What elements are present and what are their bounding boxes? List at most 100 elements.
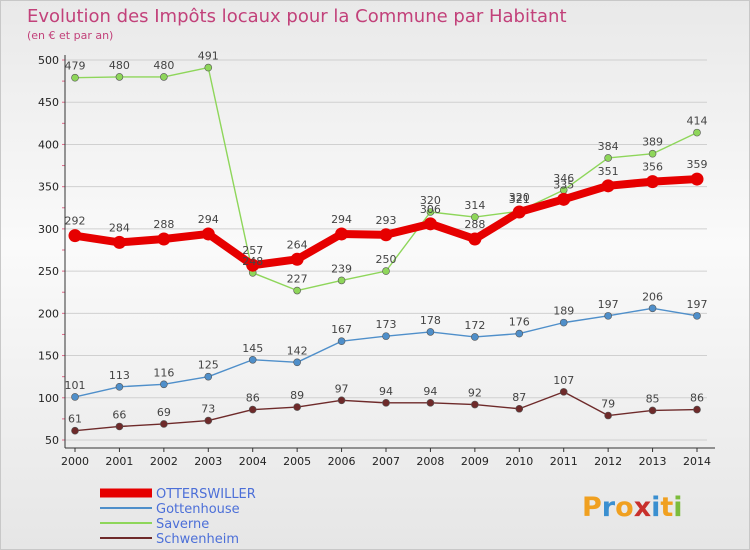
data-label: 227 — [287, 273, 308, 286]
data-label: 356 — [642, 161, 663, 174]
data-label: 89 — [290, 389, 304, 402]
data-label: 142 — [287, 344, 308, 357]
legend-label: Saverne — [156, 517, 209, 532]
x-tick-label: 2003 — [194, 455, 222, 468]
data-label: 206 — [642, 290, 663, 303]
data-label: 480 — [153, 59, 174, 72]
y-tick-label: 350 — [38, 181, 59, 194]
data-label: 173 — [376, 318, 397, 331]
data-label: 94 — [423, 385, 437, 398]
data-point — [468, 232, 482, 246]
data-point — [515, 329, 524, 338]
data-label: 113 — [109, 369, 130, 382]
data-point — [382, 399, 390, 407]
data-point — [293, 358, 301, 367]
data-label: 172 — [464, 319, 485, 332]
x-tick-label: 2004 — [239, 455, 267, 468]
legend-label: Gottenhouse — [156, 502, 240, 517]
chart-subtitle: (en € et par an) — [27, 29, 113, 42]
data-point — [115, 422, 124, 431]
data-label: 480 — [109, 59, 130, 72]
data-labels: 101 113 116 125 145 142 167 173 178 172 176 189 197 2… — [65, 50, 708, 426]
x-tick-label: 2014 — [683, 455, 711, 468]
y-tick-label: 200 — [38, 307, 59, 320]
data-label: 197 — [687, 298, 708, 311]
data-label: 69 — [157, 406, 171, 419]
chart-title: Evolution des Impôts locaux pour la Comm… — [27, 6, 567, 27]
data-point — [293, 403, 301, 411]
data-label: 335 — [553, 178, 574, 191]
data-point — [115, 382, 124, 391]
data-point — [426, 328, 435, 336]
data-point — [601, 179, 615, 193]
data-label: 92 — [468, 387, 482, 400]
legend-label: Schwenheim — [156, 532, 239, 547]
data-label: 239 — [331, 262, 352, 275]
data-label: 167 — [331, 323, 352, 336]
data-point — [471, 333, 479, 341]
data-label: 257 — [242, 244, 263, 257]
data-point — [648, 149, 657, 158]
data-point — [157, 232, 171, 246]
data-point — [248, 405, 257, 414]
x-tick-label: 2000 — [61, 455, 89, 468]
proxiti-logo: Proxiti — [582, 492, 683, 523]
data-point — [604, 154, 612, 162]
data-point — [693, 405, 701, 414]
data-point — [382, 332, 390, 340]
data-point — [160, 380, 168, 389]
data-point — [648, 304, 657, 313]
data-label: 66 — [112, 408, 126, 421]
x-tick-label: 2002 — [150, 455, 178, 468]
data-point — [693, 312, 701, 320]
data-point — [426, 208, 435, 216]
series-lines — [68, 63, 704, 435]
data-point — [115, 73, 124, 81]
data-point — [201, 227, 215, 241]
data-point — [335, 227, 349, 241]
data-label: 176 — [509, 316, 530, 329]
x-tick-label: 2009 — [461, 455, 489, 468]
y-tick-label: 500 — [38, 54, 59, 67]
data-label: 197 — [598, 298, 619, 311]
data-label: 97 — [335, 382, 349, 395]
data-label: 359 — [687, 158, 708, 171]
data-point — [337, 337, 346, 346]
data-label: 346 — [553, 172, 574, 185]
data-point — [423, 217, 437, 231]
data-label: 73 — [201, 403, 215, 416]
data-point — [690, 172, 704, 186]
data-point — [557, 192, 571, 206]
data-label: 145 — [242, 342, 263, 355]
data-label: 116 — [153, 366, 174, 379]
data-label: 306 — [420, 203, 441, 216]
x-tick-label: 2008 — [416, 455, 444, 468]
data-point — [337, 396, 346, 405]
data-point — [248, 355, 257, 364]
data-label: 320 — [420, 194, 441, 207]
svg-text:Proxiti: Proxiti — [582, 492, 683, 523]
data-label: 85 — [646, 392, 660, 405]
data-point — [337, 276, 346, 285]
data-label: 288 — [153, 218, 174, 231]
data-label: 292 — [65, 215, 86, 228]
x-tick-label: 2010 — [505, 455, 533, 468]
data-label: 87 — [512, 391, 526, 404]
data-point — [512, 205, 526, 219]
y-tick-label: 250 — [38, 265, 59, 278]
data-label: 288 — [464, 218, 485, 231]
data-point — [112, 235, 126, 249]
y-tick-label: 450 — [38, 96, 59, 109]
data-point — [604, 411, 612, 420]
data-point — [515, 404, 524, 413]
data-label: 86 — [690, 392, 704, 405]
y-tick-label: 100 — [38, 392, 59, 405]
data-point — [204, 372, 213, 381]
data-label: 294 — [198, 213, 219, 226]
data-label: 178 — [420, 314, 441, 327]
data-point — [648, 406, 657, 415]
data-label: 107 — [553, 374, 574, 387]
y-tick-label: 150 — [38, 350, 59, 363]
data-label: 384 — [598, 140, 619, 153]
